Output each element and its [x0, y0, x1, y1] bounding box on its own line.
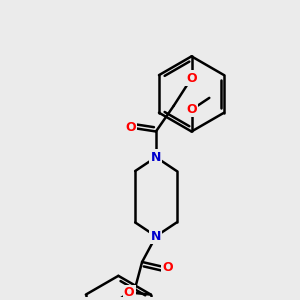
Text: N: N: [151, 230, 161, 243]
Text: O: O: [186, 72, 197, 85]
Text: O: O: [163, 261, 173, 274]
Text: O: O: [125, 121, 136, 134]
Text: N: N: [151, 151, 161, 164]
Text: O: O: [124, 286, 134, 299]
Text: N: N: [151, 151, 161, 164]
Text: O: O: [186, 103, 197, 116]
